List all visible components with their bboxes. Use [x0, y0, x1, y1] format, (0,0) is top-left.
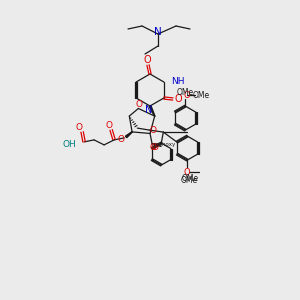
Text: O: O [184, 168, 190, 177]
Text: N: N [154, 27, 162, 37]
Text: OMe: OMe [181, 176, 198, 184]
Text: O: O [76, 123, 82, 132]
Text: O: O [136, 100, 143, 109]
Text: O: O [149, 143, 157, 152]
Text: O: O [143, 55, 151, 65]
Text: O: O [152, 143, 158, 152]
Text: N: N [145, 105, 153, 115]
Polygon shape [149, 106, 155, 116]
Text: methoxy: methoxy [152, 142, 176, 147]
Text: O: O [184, 91, 190, 100]
Polygon shape [125, 132, 132, 138]
Text: OMe: OMe [177, 88, 194, 97]
Text: OMe: OMe [182, 174, 199, 183]
Text: O: O [150, 126, 157, 135]
Text: OMe: OMe [193, 91, 210, 100]
Text: O: O [118, 135, 124, 144]
Text: OH: OH [62, 140, 76, 149]
Text: O: O [106, 122, 112, 130]
Text: NH: NH [171, 76, 184, 85]
Text: O: O [174, 94, 182, 104]
